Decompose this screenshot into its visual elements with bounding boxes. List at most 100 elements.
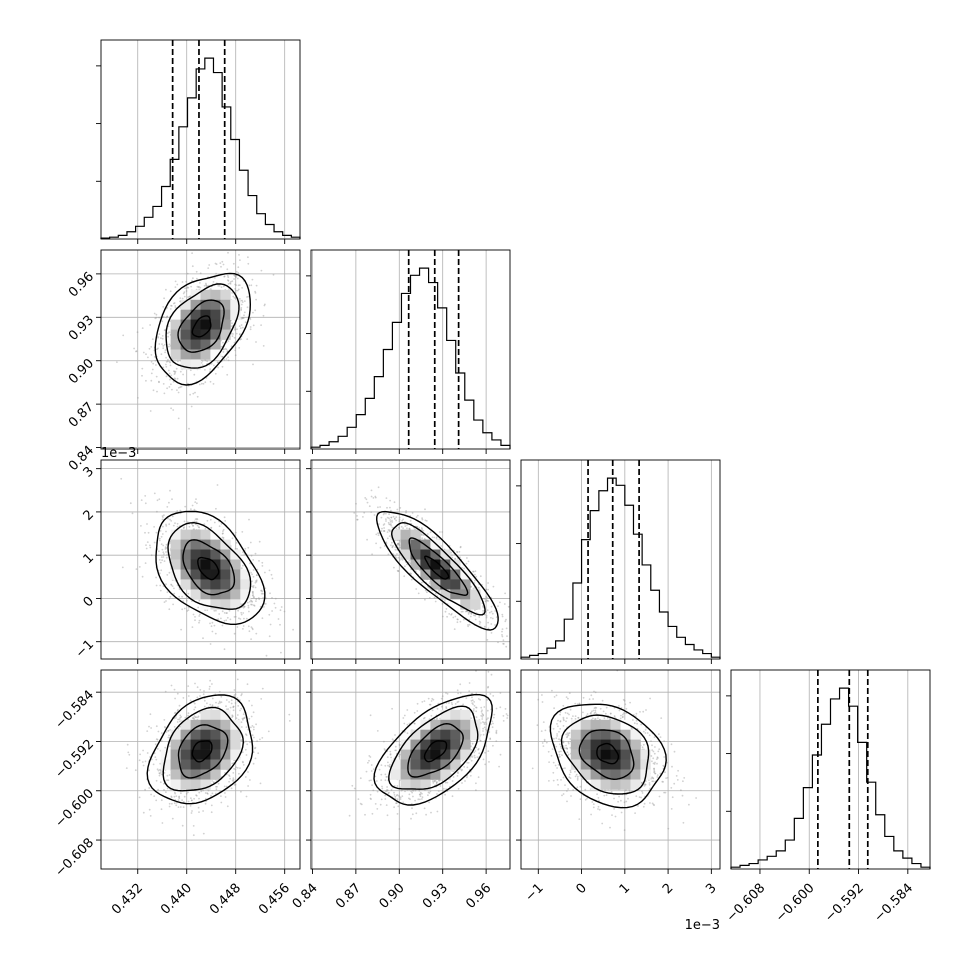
scatter-point xyxy=(217,702,220,705)
scatter-point xyxy=(243,617,245,620)
scatter-point xyxy=(379,546,382,549)
scatter-point xyxy=(156,768,159,771)
scatter-point xyxy=(244,547,247,550)
scatter-point xyxy=(181,595,184,598)
scatter-point xyxy=(251,594,254,597)
scatter-point xyxy=(240,338,243,340)
scatter-point xyxy=(254,757,257,760)
scatter-point xyxy=(272,273,275,276)
scatter-point xyxy=(155,316,158,319)
scatter-point xyxy=(262,345,265,347)
scatter-point xyxy=(136,331,139,334)
scatter-point xyxy=(251,627,254,630)
density-bin xyxy=(220,559,231,570)
scatter-point xyxy=(215,609,217,612)
scatter-point xyxy=(205,283,208,286)
scatter-point xyxy=(259,738,261,741)
scatter-point xyxy=(162,366,165,369)
scatter-point xyxy=(415,588,418,590)
scatter-point xyxy=(196,502,198,505)
scatter-point xyxy=(160,799,163,802)
scatter-point xyxy=(365,498,368,501)
density-bin xyxy=(220,549,231,560)
scatter-point xyxy=(141,367,144,370)
scatter-point xyxy=(198,599,201,602)
scatter-point xyxy=(186,272,189,275)
scatter-point xyxy=(158,539,161,542)
scatter-point xyxy=(242,317,245,320)
scatter-point xyxy=(463,567,465,570)
scatter-point xyxy=(429,531,432,534)
scatter-point xyxy=(228,701,231,703)
scatter-point xyxy=(204,369,206,371)
scatter-point xyxy=(177,386,180,389)
scatter-point xyxy=(198,615,201,617)
scatter-point xyxy=(214,632,217,635)
scatter-point xyxy=(464,610,467,613)
scatter-point xyxy=(383,512,386,515)
scatter-point xyxy=(212,281,215,283)
scatter-point xyxy=(161,559,164,562)
scatter-point xyxy=(424,508,426,511)
scatter-point xyxy=(486,596,488,599)
scatter-point xyxy=(151,338,154,340)
scatter-point xyxy=(279,623,281,626)
scatter-point xyxy=(175,367,178,370)
scatter-point xyxy=(221,532,224,535)
scatter-point xyxy=(225,358,228,360)
scatter-point xyxy=(183,607,186,610)
scatter-point xyxy=(444,599,446,602)
scatter-point xyxy=(207,267,210,269)
scatter-point xyxy=(398,516,401,519)
scatter-point xyxy=(224,520,227,522)
scatter-point xyxy=(168,734,170,737)
scatter-point xyxy=(191,524,194,527)
scatter-point xyxy=(200,789,203,792)
scatter-point xyxy=(274,606,277,609)
scatter-point xyxy=(375,542,377,545)
scatter-point xyxy=(375,533,378,536)
scatter-point xyxy=(386,506,388,509)
scatter-point xyxy=(215,507,217,510)
scatter-point xyxy=(395,527,398,530)
scatter-point xyxy=(196,696,199,699)
scatter-point xyxy=(482,610,484,612)
scatter-point xyxy=(234,327,236,329)
scatter-point xyxy=(187,296,189,298)
scatter-point xyxy=(182,527,185,529)
scatter-point xyxy=(178,795,181,798)
scatter-point xyxy=(366,538,368,541)
density-bin xyxy=(230,549,241,560)
density-bin xyxy=(210,289,221,301)
scatter-point xyxy=(199,286,202,289)
scatter-point xyxy=(234,531,237,534)
scatter-panel: 0.840.870.900.930.96 xyxy=(66,249,301,474)
scatter-point xyxy=(434,592,437,595)
scatter-point xyxy=(402,518,404,521)
scatter-point xyxy=(381,527,383,530)
scatter-point xyxy=(195,498,197,500)
scatter-point xyxy=(270,573,273,576)
density-bin xyxy=(460,599,471,610)
scatter-point xyxy=(406,563,408,566)
scatter-point xyxy=(472,570,474,573)
scatter-point xyxy=(370,489,373,492)
scatter-point xyxy=(157,336,160,338)
scatter-point xyxy=(168,386,171,388)
scatter-point xyxy=(198,621,200,624)
density-bin xyxy=(440,579,451,590)
scatter-point xyxy=(389,520,392,523)
scatter-point xyxy=(158,380,160,383)
scatter-point xyxy=(428,582,431,584)
scatter-point xyxy=(251,704,253,707)
scatter-point xyxy=(159,530,162,532)
scatter-point xyxy=(238,333,241,336)
scatter-point xyxy=(490,632,493,634)
scatter-point xyxy=(163,392,166,395)
scatter-point xyxy=(167,517,169,520)
density-bin xyxy=(410,549,421,560)
scatter-point xyxy=(388,530,391,533)
scatter-point xyxy=(247,785,250,787)
density-bin xyxy=(450,599,461,610)
scatter-point xyxy=(211,792,214,795)
